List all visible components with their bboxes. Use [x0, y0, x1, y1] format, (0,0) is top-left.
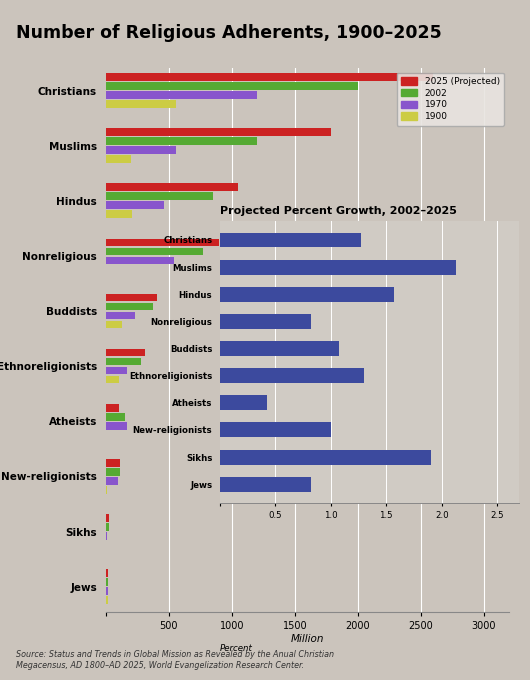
Bar [106, 468, 120, 476]
Bar [106, 532, 107, 540]
Bar [106, 129, 331, 136]
Bar [220, 477, 311, 492]
Bar [106, 146, 175, 154]
Bar [220, 368, 364, 383]
Bar [220, 422, 331, 437]
Bar [220, 395, 267, 410]
Bar [106, 239, 219, 246]
Bar [106, 523, 109, 531]
Text: Source: Status and Trends in Global Mission as Revealed by the Anual Christian
M: Source: Status and Trends in Global Miss… [16, 650, 334, 670]
Bar [106, 82, 358, 90]
Bar [106, 155, 131, 163]
Bar [106, 514, 109, 522]
Text: Projected Percent Growth, 2002–2025: Projected Percent Growth, 2002–2025 [220, 206, 457, 216]
Bar [220, 260, 456, 275]
Bar [220, 233, 361, 248]
Legend: 2025 (Projected), 2002, 1970, 1900: 2025 (Projected), 2002, 1970, 1900 [396, 73, 504, 126]
Text: Percent: Percent [220, 645, 253, 653]
Bar [106, 321, 122, 328]
Bar [106, 210, 131, 218]
Bar [106, 459, 120, 466]
Bar [106, 596, 108, 604]
Bar [106, 137, 257, 145]
Bar [106, 294, 157, 301]
Bar [106, 477, 118, 485]
Bar [106, 579, 108, 586]
Bar [106, 91, 257, 99]
Bar [106, 486, 107, 494]
Bar [106, 73, 434, 81]
Bar [220, 449, 431, 464]
Bar [220, 341, 339, 356]
Bar [106, 256, 174, 265]
Bar [106, 376, 119, 384]
Bar [106, 569, 108, 577]
Bar [106, 413, 125, 421]
Bar [106, 248, 202, 255]
X-axis label: Million: Million [290, 634, 324, 644]
Bar [106, 349, 145, 356]
Bar [106, 192, 213, 200]
Bar [106, 422, 127, 430]
Bar [106, 100, 176, 108]
Bar [106, 184, 238, 191]
Bar [220, 314, 311, 329]
Bar [106, 367, 127, 375]
Bar [220, 287, 394, 302]
Bar [106, 588, 108, 595]
Bar [106, 311, 135, 320]
Text: Number of Religious Adherents, 1900–2025: Number of Religious Adherents, 1900–2025 [16, 24, 441, 41]
Bar [106, 358, 141, 365]
Bar [106, 201, 164, 209]
Bar [106, 303, 153, 310]
Bar [106, 404, 119, 411]
